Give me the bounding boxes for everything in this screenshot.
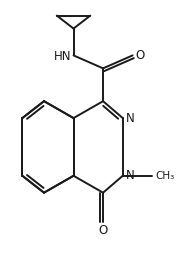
Text: N: N [126, 169, 134, 182]
Text: O: O [98, 223, 108, 236]
Text: N: N [126, 111, 134, 124]
Text: O: O [136, 49, 145, 62]
Text: CH₃: CH₃ [155, 171, 174, 181]
Text: HN: HN [54, 50, 72, 63]
